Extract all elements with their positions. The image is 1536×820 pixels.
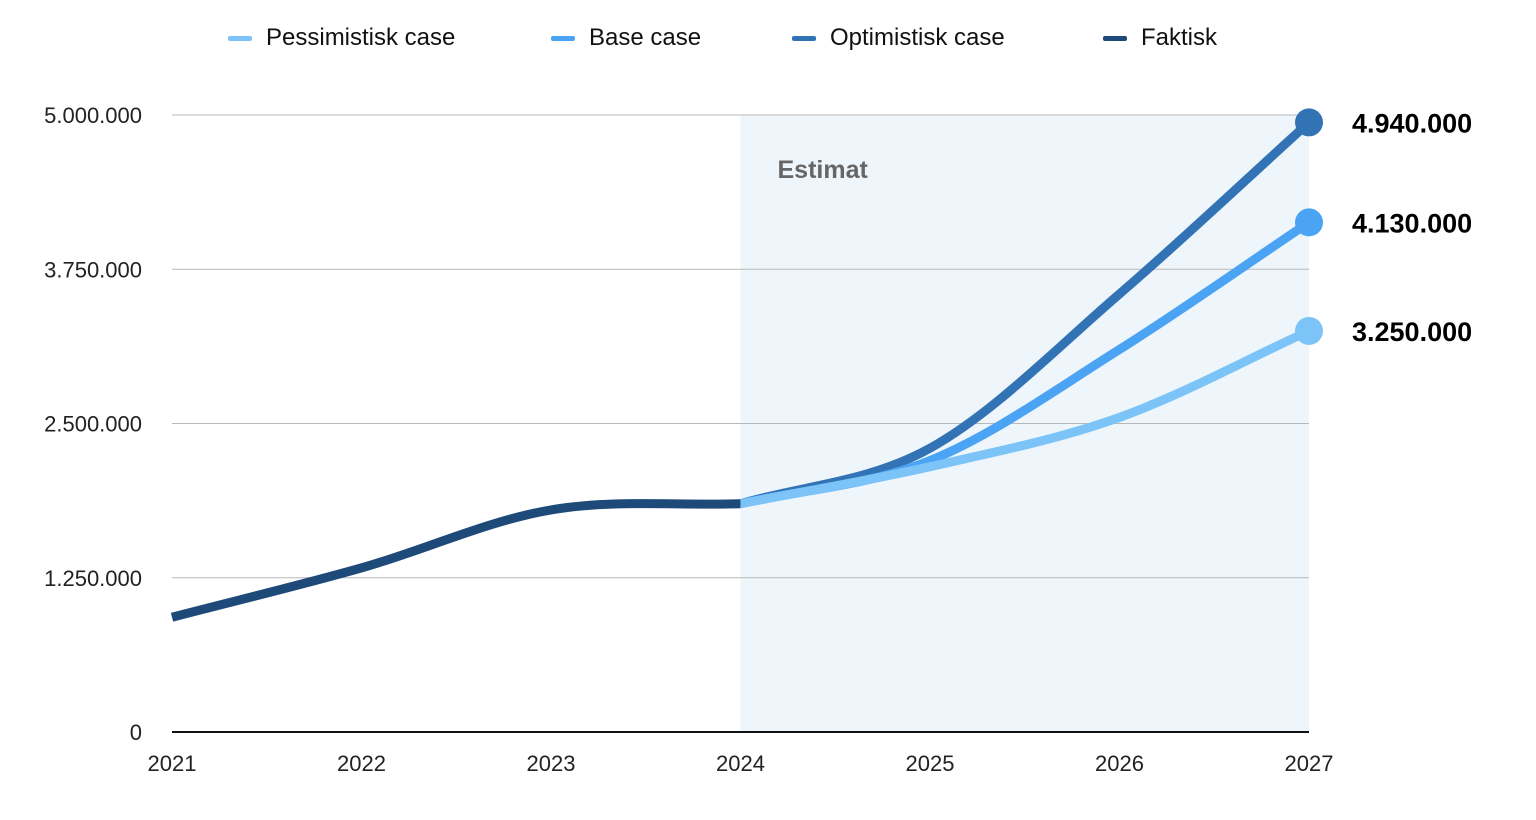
y-tick-label: 3.750.000 — [44, 257, 142, 282]
y-tick-label: 5.000.000 — [44, 103, 142, 128]
x-tick-label: 2022 — [337, 751, 386, 776]
legend-swatch-base — [551, 35, 575, 41]
x-tick-label: 2027 — [1285, 751, 1334, 776]
legend-item-actual: Faktisk — [1103, 24, 1217, 52]
end-marker-base — [1295, 208, 1323, 237]
x-tick-label: 2023 — [527, 751, 576, 776]
chart-legend: Pessimistisk case Base case Optimistisk … — [0, 24, 1536, 54]
end-label-base: 4.130.000 — [1352, 208, 1472, 238]
legend-label-pessimistic: Pessimistisk case — [266, 24, 456, 51]
y-tick-label: 2.500.000 — [44, 412, 142, 437]
series-line-actual — [170, 499, 741, 622]
x-tick-label: 2021 — [148, 751, 197, 776]
y-tick-label: 1.250.000 — [44, 566, 142, 591]
legend-item-base: Base case — [551, 24, 701, 52]
legend-swatch-optimistic — [792, 35, 816, 41]
x-tick-label: 2026 — [1095, 751, 1144, 776]
legend-label-actual: Faktisk — [1141, 24, 1218, 51]
end-marker-optimistic — [1295, 108, 1323, 137]
legend-item-pessimistic: Pessimistisk case — [228, 24, 455, 52]
x-tick-label: 2025 — [906, 751, 955, 776]
y-axis-ticks: 0 1.250.000 2.500.000 3.750.000 5.000.000 — [44, 103, 142, 745]
end-label-pessimistic: 3.250.000 — [1352, 317, 1472, 347]
gridlines — [172, 114, 1309, 579]
y-tick-label: 0 — [130, 720, 142, 745]
end-marker-pessimistic — [1295, 316, 1323, 345]
x-axis-ticks: 2021 2022 2023 2024 2025 2026 2027 — [148, 751, 1334, 776]
legend-item-optimistic: Optimistisk case — [792, 24, 1005, 52]
legend-label-optimistic: Optimistisk case — [830, 24, 1005, 51]
estimate-label: Estimat — [778, 156, 869, 184]
legend-label-base: Base case — [589, 24, 702, 51]
series-lines — [170, 119, 1313, 622]
series-line-pessimistic — [739, 326, 1311, 509]
end-label-optimistic: 4.940.000 — [1352, 108, 1472, 138]
x-tick-label: 2024 — [716, 751, 765, 776]
legend-swatch-pessimistic — [228, 35, 252, 41]
end-markers: 3.250.000 4.130.000 4.940.000 — [1295, 108, 1472, 347]
legend-swatch-actual — [1103, 35, 1127, 41]
